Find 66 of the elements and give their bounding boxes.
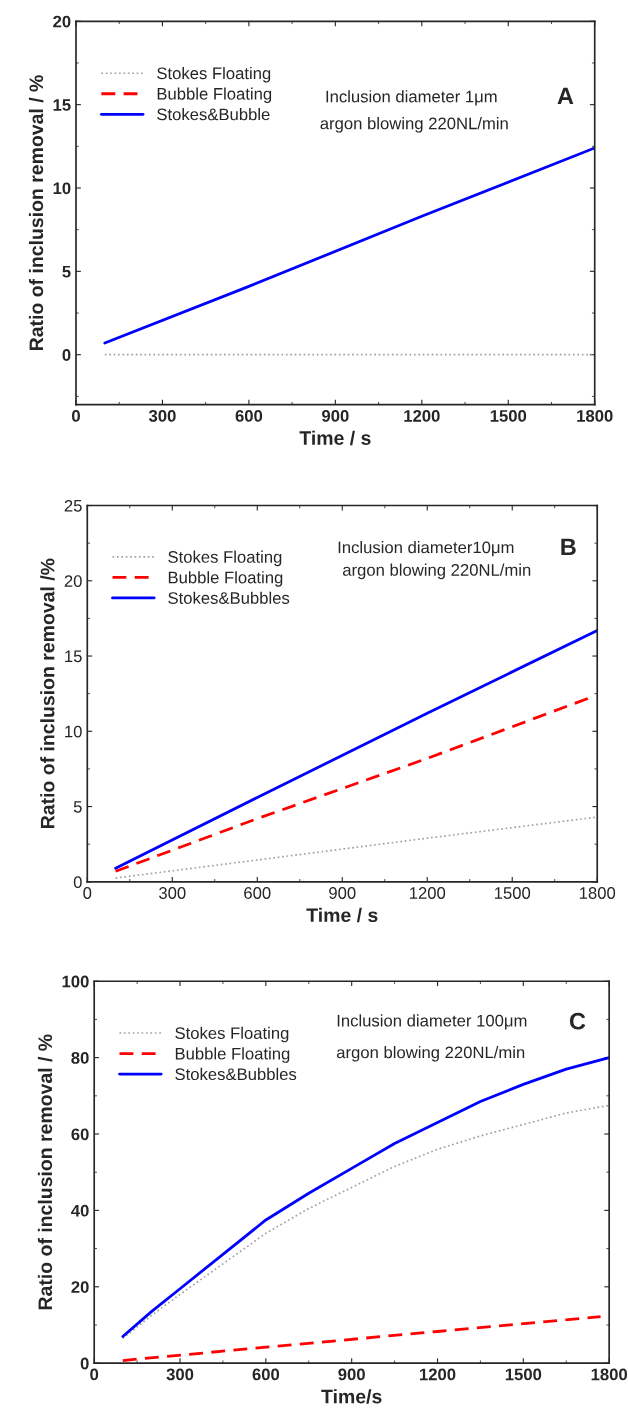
legend-label: Stokes&Bubbles — [168, 591, 290, 604]
line-series — [121, 1315, 602, 1362]
y-tick-label: 0 — [80, 1357, 89, 1370]
y-tick-label: 15 — [53, 99, 71, 111]
legend-label: Stokes Floating — [168, 550, 282, 567]
y-tick-label: 0 — [73, 876, 82, 889]
legend-label: Bubble Floating — [157, 87, 272, 104]
annotation: argon blowing 220NL/min — [342, 563, 531, 580]
x-tick-label: 900 — [322, 410, 349, 422]
legend-label: Stokes Floating — [175, 1026, 289, 1043]
y-axis-title: Ratio of inclusion removal /% — [40, 558, 55, 828]
x-tick-label: 1200 — [409, 887, 446, 899]
annotation: argon blowing 220NL/min — [336, 1046, 525, 1062]
y-axis-title: Ratio of inclusion removal / % — [28, 75, 44, 350]
legend-label: Bubble Floating — [168, 571, 283, 587]
y-tick-label: 80 — [71, 1052, 89, 1064]
annotation: Inclusion diameter 100μm — [337, 1014, 527, 1030]
y-tick-label: 40 — [71, 1204, 89, 1217]
x-axis-title: Time / s — [306, 907, 378, 923]
x-tick-label: 1800 — [579, 887, 616, 899]
x-tick-label: 300 — [159, 887, 186, 899]
annotation: Inclusion diameter 1μm — [326, 90, 497, 106]
line-series — [114, 816, 598, 879]
y-tick-label: 10 — [53, 182, 71, 195]
x-tick-label: 0 — [90, 1368, 99, 1381]
x-tick-label: 1800 — [577, 410, 613, 422]
y-tick-label: 20 — [71, 1281, 89, 1294]
line-series — [114, 629, 598, 870]
line-series — [103, 146, 595, 345]
annotation: C — [569, 1012, 586, 1030]
annotation: A — [557, 87, 574, 105]
y-axis-title: Ratio of inclusion removal / % — [37, 1034, 53, 1310]
x-tick-label: 1500 — [494, 887, 531, 899]
legend-label: Stokes Floating — [157, 66, 271, 83]
y-tick-label: 5 — [62, 265, 71, 278]
y-tick-label: 100 — [62, 975, 89, 988]
y-tick-label: 0 — [62, 349, 71, 361]
annotation: Inclusion diameter10μm — [338, 541, 514, 557]
y-tick-label: 15 — [65, 650, 82, 663]
x-tick-label: 1500 — [505, 1368, 542, 1381]
y-tick-label: 20 — [53, 15, 71, 28]
legend-label: Bubble Floating — [175, 1047, 290, 1063]
y-tick-label: 10 — [65, 725, 82, 738]
line-series — [121, 1104, 610, 1340]
x-tick-label: 600 — [244, 887, 271, 899]
x-axis-title: Time / s — [299, 430, 371, 446]
x-tick-label: 600 — [235, 410, 263, 422]
annotation: argon blowing 220NL/min — [320, 117, 508, 133]
y-tick-label: 5 — [73, 801, 82, 813]
x-tick-label: 900 — [329, 887, 356, 899]
y-tick-label: 60 — [71, 1128, 89, 1141]
x-tick-label: 1500 — [490, 410, 527, 422]
y-tick-label: 20 — [64, 575, 82, 587]
x-axis-title: Time/s — [321, 1389, 382, 1404]
y-tick-label: 25 — [64, 499, 82, 512]
annotation: B — [561, 538, 576, 555]
x-tick-label: 300 — [166, 1368, 194, 1381]
x-tick-label: 1200 — [404, 410, 440, 422]
x-tick-label: 1800 — [591, 1368, 628, 1381]
x-tick-label: 900 — [338, 1368, 365, 1381]
legend-label: Stokes&Bubble — [157, 108, 270, 121]
line-series — [114, 696, 591, 873]
x-tick-label: 300 — [148, 410, 176, 422]
legend-label: Stokes&Bubbles — [175, 1067, 297, 1081]
x-tick-label: 1200 — [420, 1368, 456, 1381]
x-tick-label: 600 — [252, 1368, 280, 1381]
